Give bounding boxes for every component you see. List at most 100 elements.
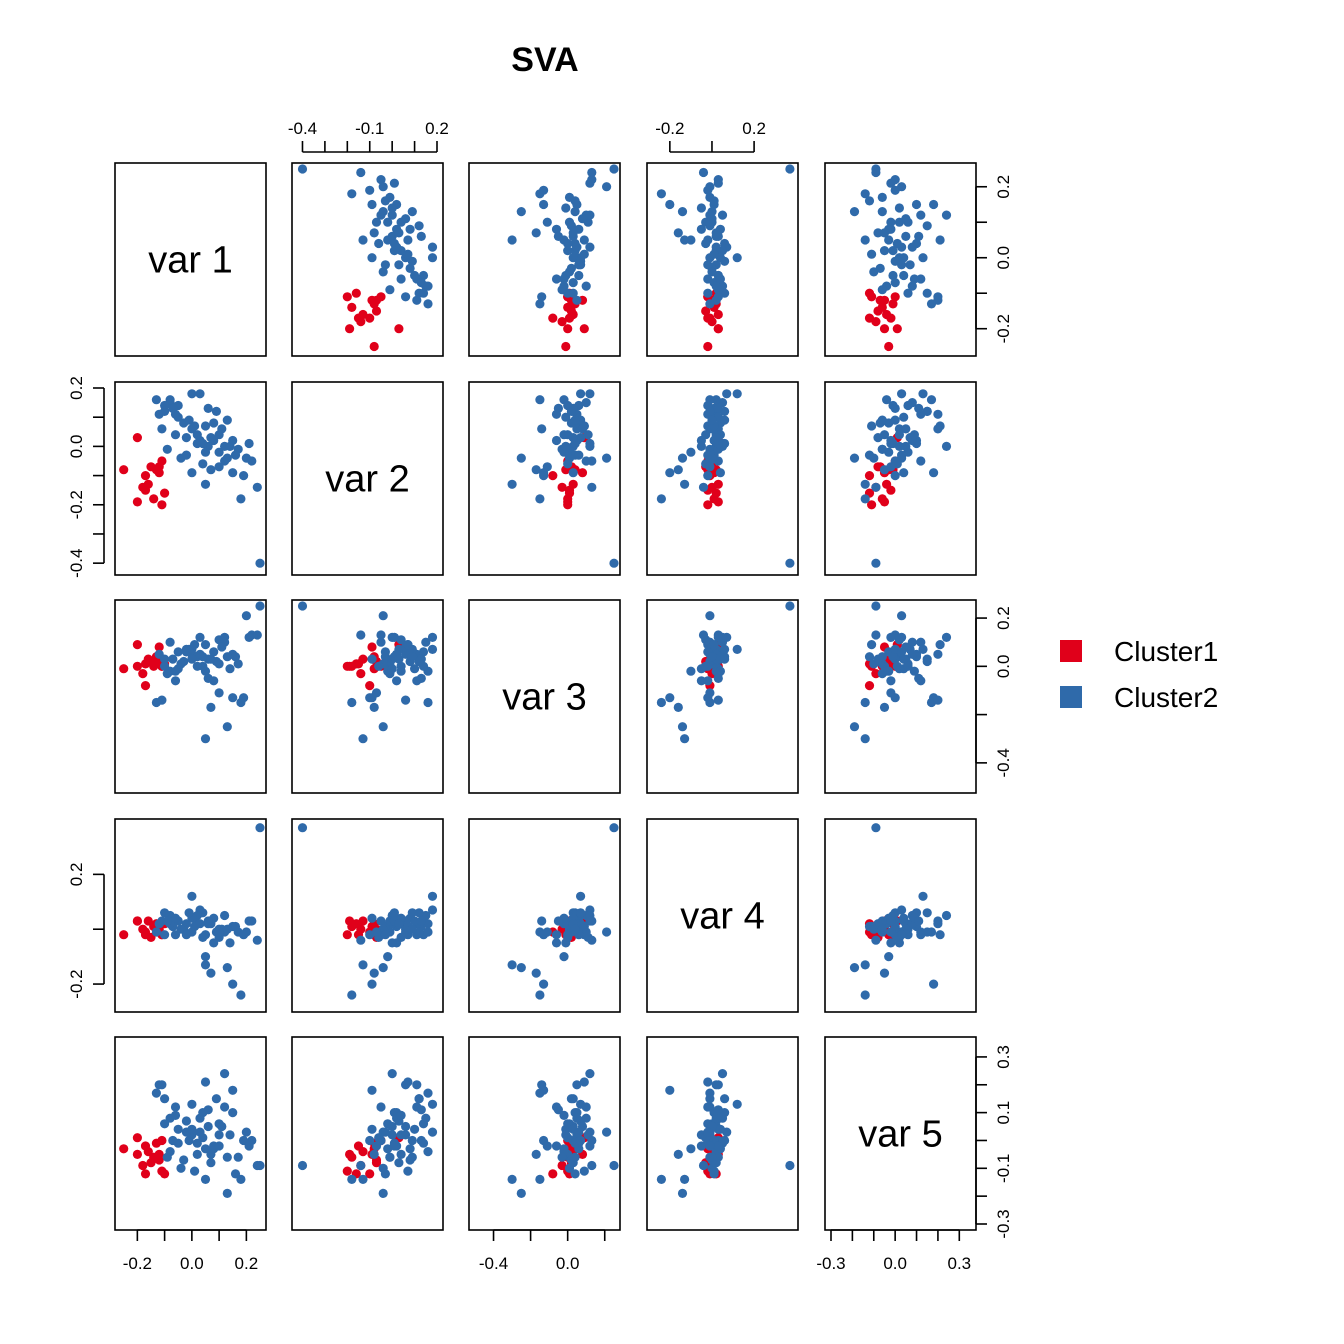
point-cluster2 [602,182,612,192]
legend-label: Cluster1 [1114,636,1218,667]
point-cluster2 [414,656,424,667]
point-cluster2 [899,253,909,263]
point-cluster2 [206,465,216,475]
tick-label: 0.2 [67,376,86,400]
point-cluster2 [922,656,932,667]
point-cluster2 [403,640,413,650]
point-cluster2 [407,652,417,662]
point-cluster2 [358,960,368,970]
point-cluster2 [365,693,375,703]
point-cluster2 [551,435,562,446]
point-cluster2 [206,968,216,978]
point-cluster2 [356,167,366,178]
point-cluster2 [228,1108,238,1118]
point-cluster2 [230,1169,241,1179]
point-cluster2 [907,637,917,647]
point-cluster2 [568,228,578,238]
point-cluster2 [367,1124,377,1134]
point-cluster2 [394,1158,404,1168]
point-cluster2 [551,930,562,940]
panel-frame [468,599,621,794]
point-cluster2 [230,921,241,932]
point-cluster2 [929,199,939,210]
point-cluster2 [877,652,887,662]
point-cluster2 [427,253,438,263]
point-cluster2 [347,1174,357,1184]
point-cluster1 [864,681,875,691]
point-cluster2 [918,891,928,901]
point-cluster1 [149,494,159,504]
point-cluster2 [574,1127,584,1137]
point-cluster2 [367,199,377,210]
point-cluster2 [407,256,417,266]
point-cluster2 [192,1149,202,1159]
point-cluster2 [886,178,896,188]
point-cluster2 [585,178,595,188]
point-cluster2 [570,207,580,217]
point-cluster2 [551,224,562,234]
point-cluster2 [568,278,578,288]
point-cluster2 [785,558,795,568]
point-cluster2 [871,935,881,945]
point-cluster2 [581,281,591,291]
point-cluster2 [228,693,238,703]
point-cluster1 [579,324,589,334]
point-cluster2 [421,637,431,647]
panel-frame [291,818,444,1013]
point-cluster2 [371,927,382,937]
point-cluster2 [378,963,388,973]
point-cluster2 [220,910,230,921]
point-cluster2 [720,1094,730,1104]
point-cluster2 [901,231,911,241]
point-cluster2 [507,1174,517,1184]
point-cluster2 [367,253,377,263]
point-cluster2 [220,1069,230,1079]
point-cluster2 [892,661,902,671]
point-cluster2 [877,285,887,295]
point-cluster2 [581,456,591,466]
point-cluster2 [886,916,896,926]
point-cluster2 [903,288,913,298]
point-cluster2 [715,468,726,478]
point-cluster2 [707,415,717,425]
point-cluster2 [860,990,870,1000]
point-cluster2 [867,421,877,431]
point-cluster2 [367,979,377,989]
point-cluster2 [888,246,898,256]
point-cluster2 [214,462,224,472]
point-cluster1 [563,302,573,312]
point-cluster1 [557,482,567,492]
point-cluster2 [220,1102,230,1112]
panel-4-3 [468,818,621,1013]
point-cluster2 [184,908,194,918]
point-cluster2 [222,963,232,973]
panel-5-2 [291,1036,444,1231]
point-cluster2 [673,228,683,238]
point-cluster2 [890,278,900,288]
bottom-axis-var-3: -0.4 0.0 [479,1229,606,1273]
point-cluster2 [867,249,877,259]
point-cluster2 [383,952,393,962]
point-cluster2 [572,295,582,305]
point-cluster2 [374,238,384,249]
panel-frame [824,162,977,357]
point-cluster1 [140,927,151,937]
point-cluster1 [140,681,151,691]
point-cluster2 [416,1105,426,1115]
point-cluster2 [869,453,879,463]
point-cluster2 [200,960,211,970]
point-cluster2 [401,1080,411,1090]
point-cluster1 [563,500,573,510]
point-cluster2 [225,664,235,674]
tick-label: -0.2 [994,314,1013,343]
point-cluster2 [383,217,393,227]
point-cluster2 [665,199,675,210]
point-cluster2 [168,1135,178,1146]
point-cluster2 [559,430,569,440]
point-cluster1 [119,465,129,475]
point-cluster2 [418,1119,429,1129]
point-cluster2 [539,471,549,481]
point-cluster2 [228,468,238,478]
point-cluster2 [585,1069,595,1079]
panels-layer: var 1 var 2 var 3 var 4 var 5 [114,162,977,1231]
